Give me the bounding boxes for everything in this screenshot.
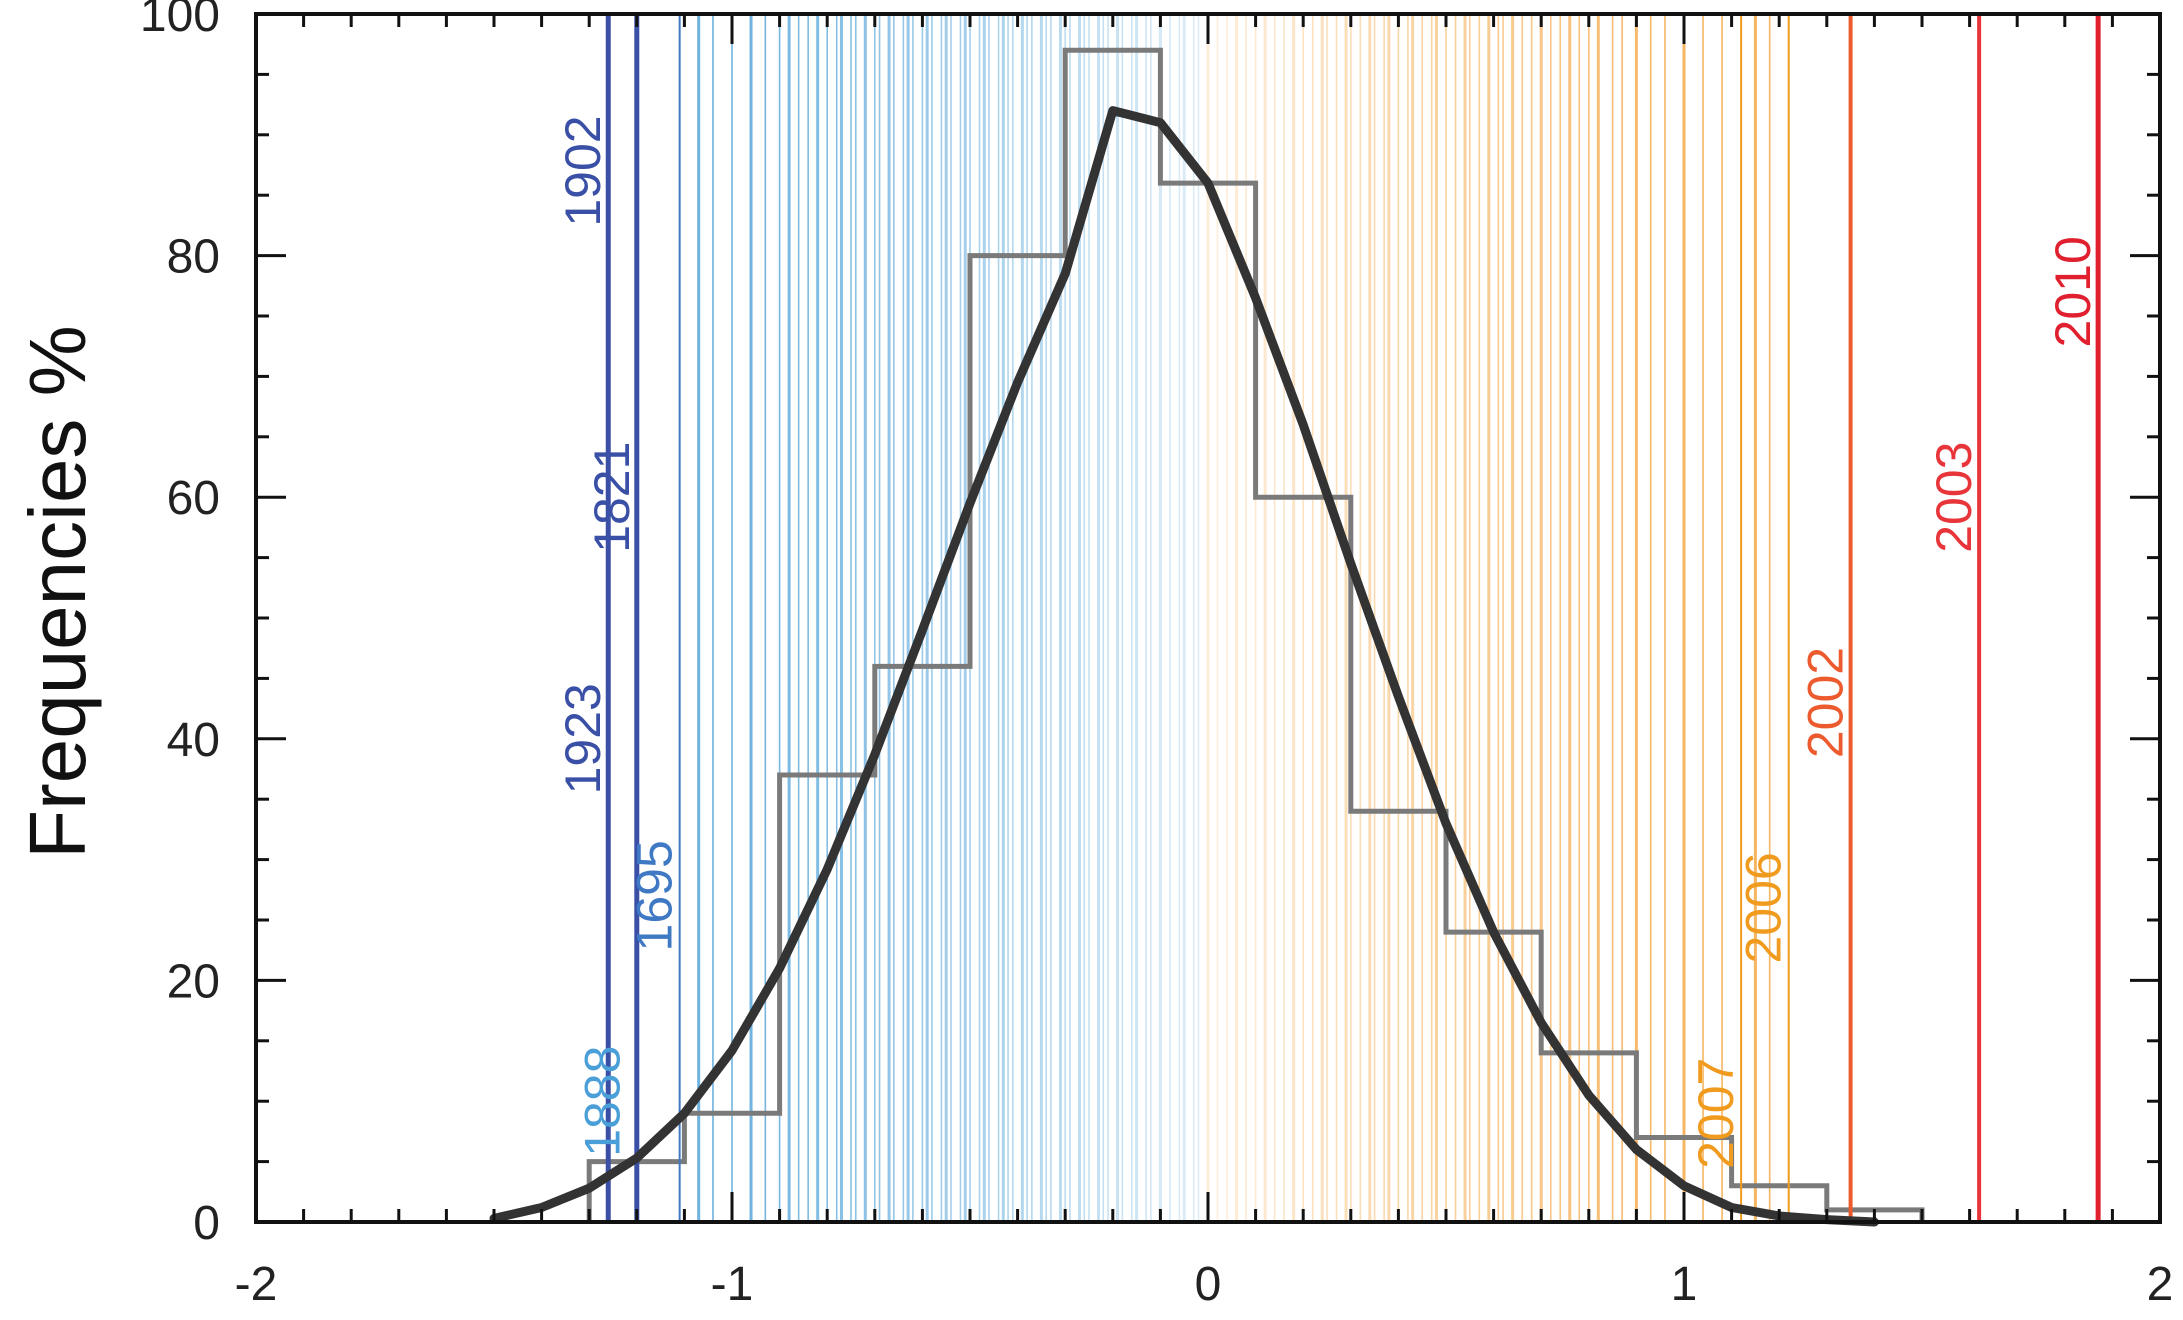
highlighted-year-lines: 1902 1821 1923 1695 1888 2007 2006 2002 2003 2010	[555, 14, 2101, 1222]
x-tick-label: -1	[711, 1258, 754, 1311]
year-label-1923: 1923	[555, 683, 611, 794]
year-label-2007: 2007	[1688, 1058, 1744, 1169]
x-tick-label: 0	[1195, 1258, 1222, 1311]
year-label-2006: 2006	[1736, 852, 1792, 963]
year-label-1888: 1888	[574, 1046, 630, 1157]
fitted-curve-line	[489, 106, 1879, 1227]
year-label-1695: 1695	[627, 840, 683, 951]
year-label-2003: 2003	[1926, 442, 1982, 553]
year-label-1902: 1902	[555, 115, 611, 226]
year-label-2002: 2002	[1798, 647, 1854, 758]
year-label-1821: 1821	[584, 442, 640, 553]
y-tick-label: 0	[193, 1197, 220, 1250]
plot-axes	[254, 12, 2162, 1224]
x-tick-label: 1	[1671, 1258, 1698, 1311]
y-tick-label: 40	[167, 714, 220, 767]
x-tick-label: -2	[235, 1258, 278, 1311]
histogram-bars	[586, 47, 1925, 1222]
y-tick-label: 60	[167, 472, 220, 525]
histogram	[586, 47, 1925, 1222]
y-axis-label: Frequencies %	[13, 325, 102, 859]
fitted-curve	[489, 106, 1879, 1227]
year-label-2010: 2010	[2045, 236, 2101, 347]
y-tick-label: 100	[140, 0, 220, 42]
x-tick-label: 2	[2147, 1258, 2174, 1311]
year-distribution-lines	[697, 14, 1771, 1222]
y-tick-label: 80	[167, 231, 220, 284]
y-tick-label: 20	[167, 955, 220, 1008]
